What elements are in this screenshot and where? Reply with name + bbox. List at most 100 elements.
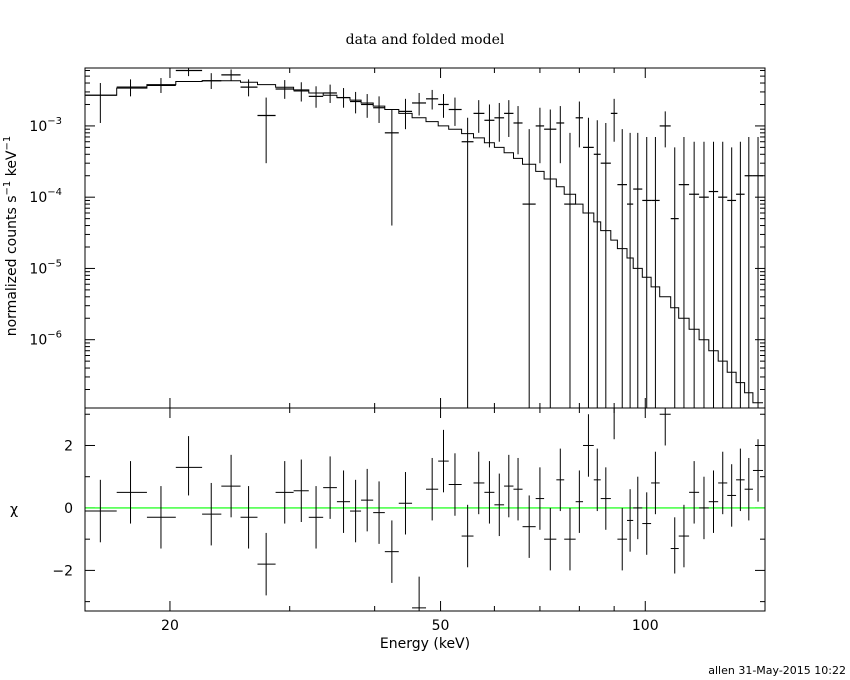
data-point bbox=[484, 104, 495, 148]
residual-point bbox=[175, 436, 203, 496]
y-tick-label-top: 10−4 bbox=[29, 187, 62, 206]
residual-point bbox=[221, 454, 241, 518]
data-point bbox=[438, 94, 449, 118]
residual-point bbox=[513, 457, 523, 521]
data-point bbox=[361, 94, 374, 118]
data-point bbox=[336, 88, 351, 108]
y-tick-label-bottom: 0 bbox=[64, 501, 73, 517]
residual-point bbox=[744, 457, 753, 521]
y-tick-label-bottom: 2 bbox=[64, 438, 73, 454]
y-tick-label-top: 10−3 bbox=[29, 116, 62, 135]
data-point bbox=[752, 136, 764, 408]
top-panel-ticks bbox=[85, 68, 765, 408]
data-point bbox=[689, 141, 700, 408]
data-point bbox=[293, 82, 309, 102]
residual-point bbox=[336, 470, 351, 533]
residual-point bbox=[583, 414, 594, 477]
residual-point bbox=[642, 492, 652, 555]
data-point bbox=[544, 109, 557, 408]
residual-point bbox=[736, 448, 745, 512]
y-axis-label-top: normalized counts s−1 keV−1 bbox=[2, 136, 20, 337]
data-point bbox=[610, 98, 618, 142]
data-point bbox=[522, 129, 536, 408]
residual-point bbox=[293, 459, 309, 522]
y-label-part-2: keV bbox=[4, 150, 20, 181]
data-point bbox=[678, 136, 690, 408]
y-tick-exponent: −3 bbox=[47, 116, 62, 127]
data-point bbox=[583, 117, 594, 408]
data-point bbox=[727, 147, 737, 408]
residual-point bbox=[350, 479, 362, 543]
residual-point bbox=[556, 448, 565, 512]
data-point bbox=[600, 122, 611, 408]
residual-point bbox=[323, 456, 337, 519]
residual-point bbox=[651, 451, 660, 515]
data-point bbox=[146, 78, 176, 93]
data-point bbox=[384, 109, 399, 226]
data-point bbox=[323, 84, 337, 103]
bottom-panel-frame bbox=[84, 407, 766, 612]
residual-point bbox=[116, 461, 147, 524]
residual-point bbox=[593, 448, 601, 512]
data-point bbox=[412, 92, 427, 116]
residual-point bbox=[146, 486, 176, 549]
residual-point bbox=[626, 489, 634, 552]
residual-point bbox=[752, 439, 764, 502]
data-point bbox=[575, 101, 584, 148]
top-panel bbox=[84, 67, 766, 409]
y-tick-label-top: 10−6 bbox=[29, 330, 62, 349]
data-point bbox=[461, 117, 474, 408]
residual-point bbox=[461, 504, 474, 568]
residual-point bbox=[384, 520, 399, 583]
y-tick-labels-bottom: 2 0 −2 bbox=[52, 438, 73, 579]
chart-title: data and folded model bbox=[346, 32, 505, 48]
residual-point bbox=[308, 486, 324, 549]
y-tick-mantissa: 10 bbox=[29, 190, 47, 206]
x-tick-label: 100 bbox=[632, 618, 659, 634]
data-point bbox=[240, 79, 258, 97]
data-point bbox=[494, 102, 505, 142]
data-point bbox=[593, 120, 601, 408]
y-tick-exponent: −6 bbox=[47, 330, 62, 341]
x-axis-label: Energy (keV) bbox=[380, 636, 470, 652]
data-point bbox=[659, 111, 671, 148]
y-label-part-1: normalized counts s bbox=[4, 195, 20, 336]
y-tick-exponent: −5 bbox=[47, 258, 62, 269]
y-tick-mantissa: 10 bbox=[29, 119, 47, 135]
x-tick-label: 20 bbox=[161, 618, 179, 634]
residual-point bbox=[373, 481, 385, 544]
data-point bbox=[426, 89, 439, 110]
y-axis-label-bottom: χ bbox=[10, 502, 18, 518]
data-point bbox=[513, 106, 523, 155]
residual-point bbox=[240, 486, 258, 549]
y-tick-label-bottom: −2 bbox=[52, 563, 73, 579]
residual-point bbox=[659, 408, 671, 446]
data-point bbox=[708, 141, 719, 408]
data-point bbox=[257, 97, 276, 164]
residual-point bbox=[678, 504, 690, 568]
residual-point bbox=[600, 467, 611, 530]
data-point bbox=[275, 80, 294, 99]
data-point bbox=[617, 129, 627, 408]
data-point bbox=[535, 107, 545, 164]
residual-point bbox=[718, 451, 728, 515]
data-point bbox=[202, 73, 222, 89]
model-step-path bbox=[85, 80, 763, 404]
residual-point bbox=[544, 507, 557, 571]
residual-point bbox=[617, 507, 627, 571]
residual-point bbox=[473, 451, 485, 515]
data-point bbox=[626, 132, 634, 408]
data-point bbox=[221, 69, 241, 81]
residual-point bbox=[633, 476, 643, 540]
residual-point bbox=[412, 576, 427, 611]
data-point bbox=[398, 98, 413, 130]
residual-point bbox=[398, 472, 413, 535]
bottom-panel-data bbox=[85, 407, 764, 611]
residual-point bbox=[535, 467, 545, 530]
residual-point bbox=[85, 479, 117, 543]
y-tick-label-top: 10−5 bbox=[29, 258, 62, 277]
data-point bbox=[175, 68, 203, 77]
y-tick-mantissa: 10 bbox=[29, 261, 47, 277]
data-point bbox=[651, 136, 660, 408]
